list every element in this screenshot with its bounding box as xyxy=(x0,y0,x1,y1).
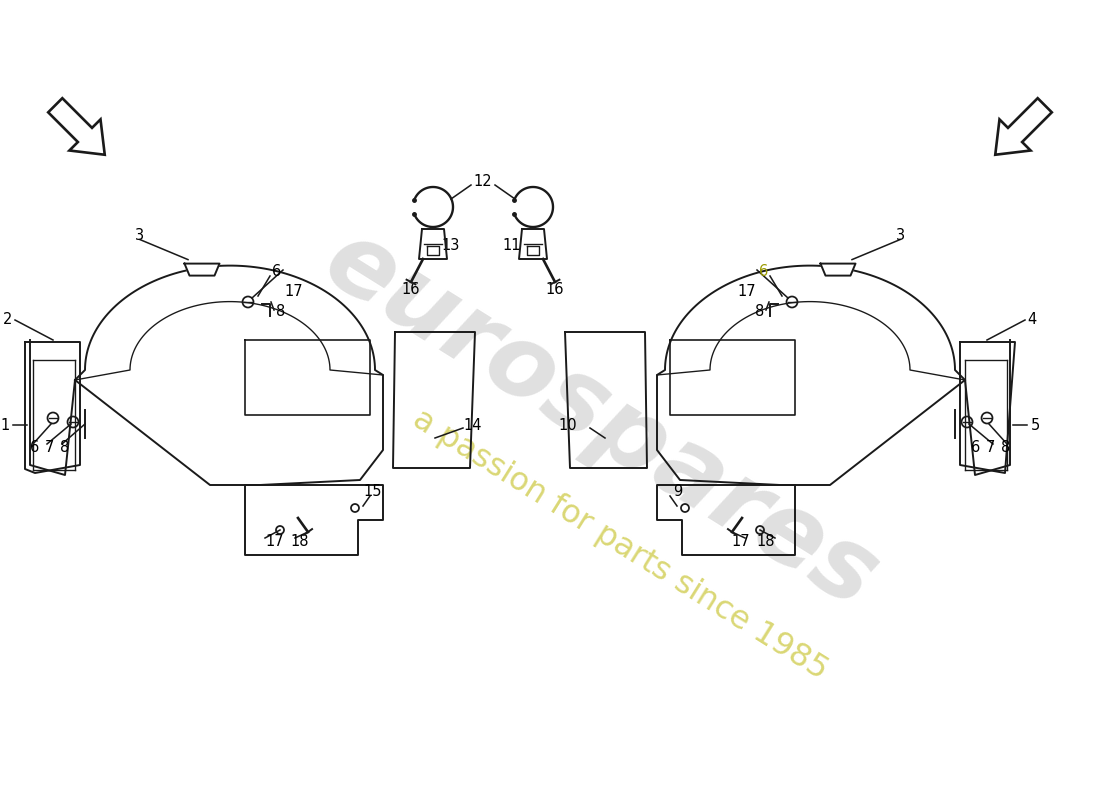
Text: 9: 9 xyxy=(673,485,682,499)
Text: 8: 8 xyxy=(60,441,69,455)
Polygon shape xyxy=(419,229,447,259)
Text: 3: 3 xyxy=(135,228,144,243)
Text: 5: 5 xyxy=(1031,418,1040,433)
Text: 18: 18 xyxy=(290,534,308,550)
Text: 4: 4 xyxy=(1027,313,1037,327)
Text: 17: 17 xyxy=(284,285,302,299)
Text: 8: 8 xyxy=(755,305,764,319)
Text: 6: 6 xyxy=(759,265,768,279)
Text: a passion for parts since 1985: a passion for parts since 1985 xyxy=(407,404,833,686)
Text: 14: 14 xyxy=(463,418,482,433)
Text: 17: 17 xyxy=(737,285,756,299)
Text: 17: 17 xyxy=(732,534,750,550)
Text: 6: 6 xyxy=(272,265,282,279)
Text: 10: 10 xyxy=(559,418,578,433)
Polygon shape xyxy=(519,229,547,259)
Text: 13: 13 xyxy=(441,238,460,253)
Text: 16: 16 xyxy=(402,282,420,297)
Text: 17: 17 xyxy=(265,534,284,550)
Text: 8: 8 xyxy=(276,305,285,319)
Text: 18: 18 xyxy=(757,534,776,550)
Text: 6: 6 xyxy=(970,441,980,455)
Text: 6: 6 xyxy=(30,441,40,455)
Text: eurospares: eurospares xyxy=(306,211,894,629)
Text: 15: 15 xyxy=(363,485,382,499)
Text: 2: 2 xyxy=(3,313,12,327)
Polygon shape xyxy=(185,264,220,275)
Text: 7: 7 xyxy=(45,441,54,455)
Text: 1: 1 xyxy=(0,418,9,433)
Text: 12: 12 xyxy=(474,174,493,189)
Text: 11: 11 xyxy=(503,238,521,253)
Text: 16: 16 xyxy=(546,282,564,297)
Text: 3: 3 xyxy=(895,228,905,243)
Polygon shape xyxy=(821,264,856,275)
Text: 7: 7 xyxy=(986,441,996,455)
Text: 8: 8 xyxy=(1001,441,1010,455)
